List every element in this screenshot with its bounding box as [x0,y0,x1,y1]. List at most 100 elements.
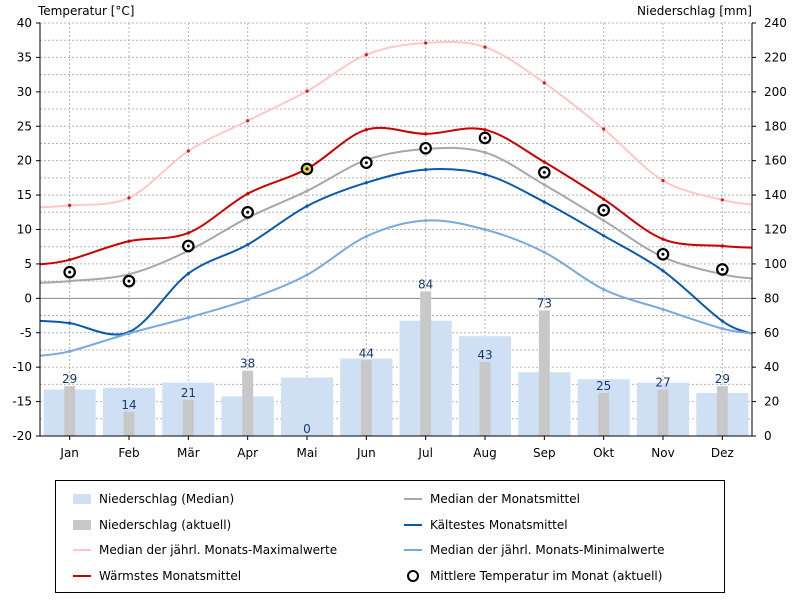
precip-actual-label: 21 [181,386,196,400]
y-left-tick-label: 30 [17,85,32,99]
legend-label: Mittlere Temperatur im Monat (aktuell) [430,568,663,583]
actual-mean-marker-dot [483,136,487,140]
y-right-tick-label: 20 [764,395,779,409]
series-point [483,45,487,49]
legend-label: Wärmstes Monatsmittel [99,568,242,583]
x-tick-label: Aug [473,446,496,460]
series-line [39,126,753,266]
series-point [661,307,665,311]
y-left-tick-label: -20 [12,429,32,443]
legend-item: Wärmstes Monatsmittel [73,567,241,585]
legend-swatch-line [73,549,91,551]
x-tick-label: Jan [59,446,79,460]
series-point [602,287,606,291]
legend: Niederschlag (Median) Median der Monatsmi… [55,480,725,593]
legend-item: Mittlere Temperatur im Monat (aktuell) [404,567,662,585]
series-point [364,181,368,185]
series-point [542,160,546,164]
legend-label: Median der jährl. Monats-Maximalwerte [99,543,338,557]
precip-actual-bar [242,370,254,436]
precip-actual-labels: 29 14 21 38 0 44 84 43 73 25 27 29 [62,277,730,436]
precip-actual-bar [716,386,728,436]
precip-actual-label: 44 [359,346,374,360]
precip-actual-bar [360,360,372,436]
actual-mean-marker-dot [305,167,309,171]
y-left-tick-label: -5 [20,326,32,340]
series-point [246,243,250,247]
x-tick-label: Okt [593,446,614,460]
series-point [602,218,606,223]
series-point [602,234,606,238]
x-tick-label: Feb [118,446,139,460]
series-point [661,179,665,183]
y-left-tick-label: 5 [24,257,32,271]
series-point [661,269,665,273]
actual-mean-markers [63,131,729,288]
precip-actual-bar [538,310,550,436]
legend-swatch-circle [407,569,419,582]
x-tick-label: Apr [237,446,258,460]
y-left-tick-label: 0 [24,291,32,305]
series-point [305,273,309,277]
y-right-tick-label: 240 [764,16,787,30]
series-point [68,349,72,353]
x-tick-label: Mär [177,446,200,460]
legend-label: Niederschlag (Median) [99,492,235,506]
series-point [602,127,606,131]
y-right-axis-title: Niederschlag [mm] [637,4,752,18]
precip-actual-label: 27 [655,376,670,390]
precip-actual-label: 43 [477,348,492,362]
actual-mean-marker-dot [661,252,665,256]
precip-actual-label: 25 [596,379,611,393]
legend-item: Median der jährl. Monats-Maximalwerte [73,541,337,559]
series-point [720,319,724,323]
y-left-tick-label: 35 [17,50,32,64]
actual-mean-marker-dot [720,267,724,271]
series-point [424,168,428,172]
legend-item: Niederschlag (Median) [73,490,234,508]
climate-chart: Temperatur [°C] Niederschlag [mm] 29 14 21… [12,4,787,460]
y-left-tick-label: -15 [12,395,32,409]
series-point [364,234,368,238]
y-right-tick-label: 40 [764,360,779,374]
series-point [305,189,309,193]
series-point [127,196,131,200]
legend-swatch-line [404,523,422,526]
series-point [424,132,428,136]
actual-mean-marker-dot [186,244,190,248]
precip-actual-label: 29 [62,372,77,386]
legend-item: Kältestes Monatsmittel [404,516,568,534]
series-point [186,316,190,320]
legend-swatch-box [73,494,91,504]
series-line [39,146,753,284]
series-point [542,183,546,187]
actual-mean-marker-dot [127,279,131,283]
legend-swatch-line [404,498,422,500]
series-line [39,219,753,357]
series-point [246,298,250,302]
actual-mean-marker-dot [602,208,606,212]
series-point [305,89,309,93]
series-point [542,200,546,204]
y-left-tick-label: 15 [17,188,32,202]
legend-label: Niederschlag (aktuell) [99,517,232,532]
legend-label: Median der Monatsmittel [430,492,580,506]
precip-actual-bar [479,362,491,436]
series-point [305,204,309,208]
precip-actual-label: 84 [418,277,433,291]
series-point [720,327,724,331]
series-point [127,331,131,336]
y-right-tick-label: 80 [764,291,779,305]
precip-actual-bar [598,392,610,436]
y-right-tick-label: 200 [764,85,787,99]
x-tick-label: Nov [651,446,674,460]
precip-actual-label: 0 [303,422,311,436]
series-point [68,279,72,283]
legend-swatch-line [73,574,91,577]
temperature-lines [39,40,753,357]
series-point [364,128,368,132]
series-point [364,53,368,57]
precip-actual-bar [657,389,669,436]
actual-mean-marker-dot [246,210,250,214]
series-point [720,244,724,248]
